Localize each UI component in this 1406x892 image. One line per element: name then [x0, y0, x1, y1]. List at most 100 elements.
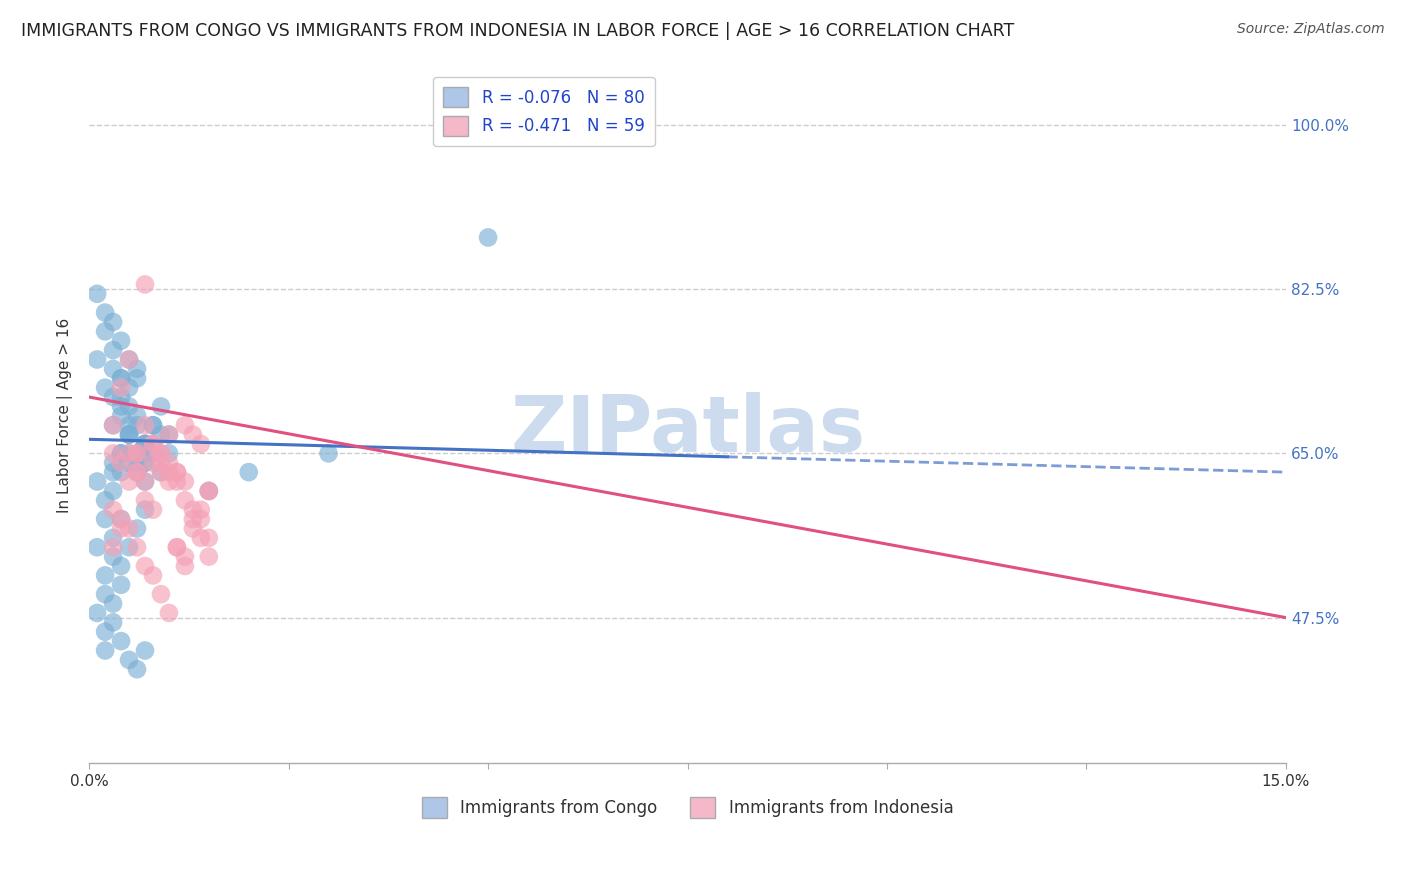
Point	[134, 456, 156, 470]
Point	[190, 437, 212, 451]
Point	[125, 418, 148, 433]
Point	[134, 437, 156, 451]
Point	[110, 559, 132, 574]
Point	[118, 352, 141, 367]
Point	[198, 483, 221, 498]
Point	[166, 465, 188, 479]
Point	[149, 587, 172, 601]
Point	[125, 446, 148, 460]
Point	[101, 483, 124, 498]
Point	[181, 512, 204, 526]
Point	[101, 343, 124, 358]
Point	[166, 475, 188, 489]
Point	[110, 512, 132, 526]
Point	[125, 446, 148, 460]
Point	[174, 475, 197, 489]
Point	[125, 409, 148, 423]
Point	[157, 475, 180, 489]
Point	[157, 456, 180, 470]
Point	[134, 456, 156, 470]
Point	[110, 512, 132, 526]
Point	[118, 446, 141, 460]
Point	[181, 521, 204, 535]
Point	[134, 418, 156, 433]
Point	[101, 597, 124, 611]
Point	[174, 549, 197, 564]
Point	[142, 418, 165, 433]
Point	[149, 465, 172, 479]
Point	[94, 493, 117, 508]
Point	[149, 465, 172, 479]
Point	[190, 512, 212, 526]
Point	[125, 465, 148, 479]
Point	[174, 559, 197, 574]
Point	[94, 624, 117, 639]
Point	[166, 540, 188, 554]
Point	[134, 475, 156, 489]
Point	[118, 446, 141, 460]
Point	[125, 465, 148, 479]
Point	[125, 540, 148, 554]
Point	[134, 437, 156, 451]
Point	[190, 531, 212, 545]
Point	[110, 400, 132, 414]
Point	[125, 362, 148, 376]
Point	[86, 352, 108, 367]
Point	[118, 427, 141, 442]
Text: ZIPatlas: ZIPatlas	[510, 392, 865, 467]
Point	[110, 465, 132, 479]
Point	[142, 568, 165, 582]
Point	[125, 521, 148, 535]
Point	[198, 483, 221, 498]
Point	[318, 446, 340, 460]
Point	[198, 531, 221, 545]
Point	[101, 615, 124, 630]
Point	[157, 446, 180, 460]
Point	[118, 540, 141, 554]
Point	[198, 549, 221, 564]
Point	[110, 390, 132, 404]
Point	[149, 446, 172, 460]
Point	[174, 493, 197, 508]
Point	[142, 502, 165, 516]
Point	[101, 446, 124, 460]
Point	[118, 653, 141, 667]
Point	[101, 390, 124, 404]
Point	[166, 465, 188, 479]
Point	[125, 446, 148, 460]
Text: IMMIGRANTS FROM CONGO VS IMMIGRANTS FROM INDONESIA IN LABOR FORCE | AGE > 16 COR: IMMIGRANTS FROM CONGO VS IMMIGRANTS FROM…	[21, 22, 1014, 40]
Point	[94, 568, 117, 582]
Point	[101, 456, 124, 470]
Point	[134, 437, 156, 451]
Point	[157, 606, 180, 620]
Point	[110, 371, 132, 385]
Point	[101, 502, 124, 516]
Point	[101, 362, 124, 376]
Point	[134, 643, 156, 657]
Point	[134, 437, 156, 451]
Point	[94, 381, 117, 395]
Point	[166, 540, 188, 554]
Point	[477, 230, 499, 244]
Point	[142, 418, 165, 433]
Point	[110, 634, 132, 648]
Point	[118, 418, 141, 433]
Point	[110, 446, 132, 460]
Point	[134, 502, 156, 516]
Legend: Immigrants from Congo, Immigrants from Indonesia: Immigrants from Congo, Immigrants from I…	[415, 790, 960, 824]
Point	[118, 427, 141, 442]
Point	[125, 465, 148, 479]
Point	[94, 587, 117, 601]
Point	[94, 643, 117, 657]
Point	[142, 437, 165, 451]
Point	[101, 549, 124, 564]
Point	[149, 400, 172, 414]
Point	[101, 315, 124, 329]
Point	[181, 427, 204, 442]
Point	[134, 559, 156, 574]
Point	[149, 456, 172, 470]
Point	[110, 521, 132, 535]
Point	[86, 475, 108, 489]
Point	[94, 512, 117, 526]
Point	[118, 400, 141, 414]
